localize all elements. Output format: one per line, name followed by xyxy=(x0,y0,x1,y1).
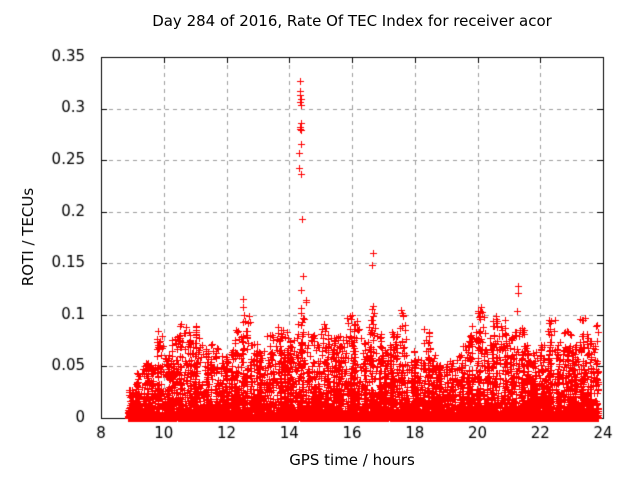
x-axis-label: GPS time / hours xyxy=(289,451,415,469)
chart-title: Day 284 of 2016, Rate Of TEC Index for r… xyxy=(152,12,552,30)
y-axis-label: ROTI / TECUs xyxy=(19,187,37,287)
